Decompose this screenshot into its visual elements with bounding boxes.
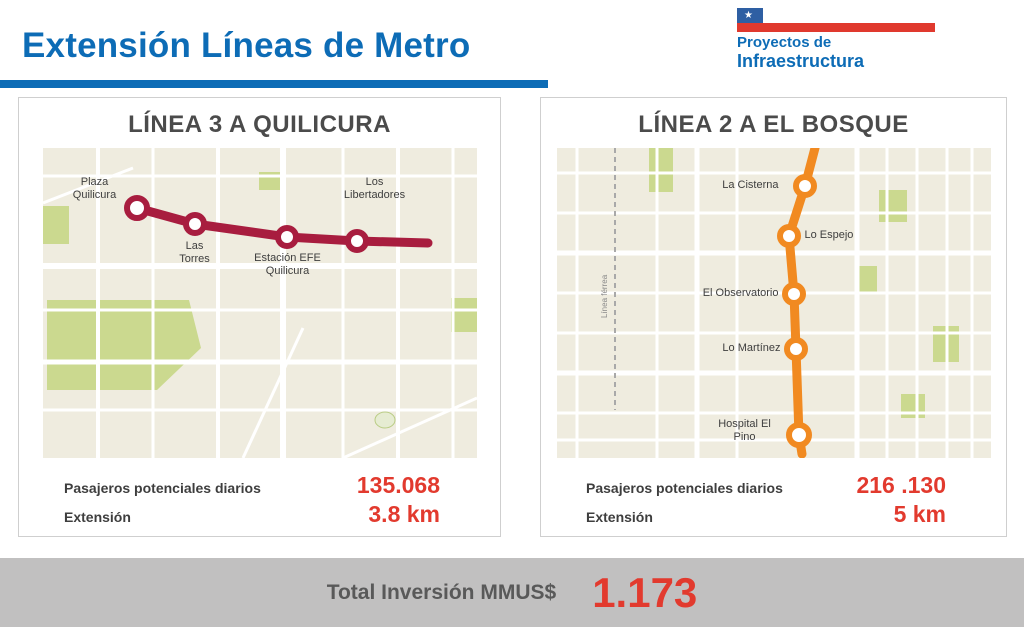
extension-value: 5 km	[893, 501, 946, 527]
street-grid	[42, 148, 477, 458]
station-marker	[344, 229, 369, 253]
extension-label: Extensión	[64, 509, 131, 525]
panel-linea3-title: LÍNEA 3 A QUILICURA	[128, 111, 391, 138]
station-markers-line2	[776, 174, 817, 448]
extension-label: Extensión	[586, 509, 653, 525]
total-investment-label: Total Inversión MMUS$	[326, 580, 557, 604]
passengers-value: 135.068	[356, 472, 440, 498]
station-label: Hospital El Pino	[718, 418, 771, 443]
brand-line1: Proyectos de	[737, 34, 832, 51]
station-label: Las Torres	[179, 240, 210, 265]
station-label: Estación EFE Quilicura	[254, 252, 321, 277]
station-marker	[792, 174, 817, 198]
station-marker	[123, 195, 150, 221]
station-marker	[785, 422, 812, 448]
map-linea3-svg	[42, 148, 477, 458]
passengers-label: Pasajeros potenciales diarios	[586, 480, 783, 496]
total-investment-value: 1.173	[592, 568, 698, 616]
station-marker	[781, 282, 806, 306]
station-label: Plaza Quilicura	[72, 176, 117, 201]
pond	[374, 411, 395, 429]
flag-white-field	[763, 8, 935, 23]
park-areas	[42, 172, 477, 390]
brand-line2: Infraestructura	[737, 50, 865, 71]
brand-text: Proyectos de Infraestructura	[737, 34, 935, 71]
stat-row-extension: Extensión 3.8 km	[64, 501, 440, 528]
stats-linea2: Pasajeros potenciales diarios 216 .130 E…	[541, 470, 1006, 528]
map-linea2: Línea férrea La Cisterna Lo Espejo El Ob…	[556, 148, 991, 458]
page-title: Extensión Líneas de Metro	[22, 26, 471, 65]
stat-row-passengers: Pasajeros potenciales diarios 216 .130	[586, 472, 946, 499]
panel-linea3: LÍNEA 3 A QUILICURA	[18, 97, 501, 537]
title-underline	[0, 80, 548, 88]
stat-row-passengers: Pasajeros potenciales diarios 135.068	[64, 472, 440, 499]
passengers-value: 216 .130	[856, 472, 946, 498]
station-label: El Observatorio	[702, 287, 779, 299]
map-linea3: Plaza Quilicura Las Torres Estación EFE …	[42, 148, 477, 458]
station-label: Los Libertadores	[343, 176, 406, 201]
station-label: Lo Espejo	[804, 229, 854, 241]
chile-flag-icon: ★	[737, 8, 935, 32]
station-marker	[274, 225, 299, 249]
flag-star-icon: ★	[744, 10, 753, 21]
station-marker	[776, 224, 801, 248]
panel-linea2: LÍNEA 2 A EL BOSQUE	[540, 97, 1007, 537]
station-label: La Cisterna	[722, 179, 779, 191]
station-label: Lo Martínez	[722, 342, 781, 354]
panel-linea2-title: LÍNEA 2 A EL BOSQUE	[638, 111, 909, 138]
station-markers-line3	[123, 195, 369, 253]
station-marker	[182, 212, 207, 236]
station-marker	[783, 337, 808, 361]
railway-label: Línea férrea	[600, 274, 609, 318]
flag-blue-field: ★	[737, 8, 763, 23]
stat-row-extension: Extensión 5 km	[586, 501, 946, 528]
stats-linea3: Pasajeros potenciales diarios 135.068 Ex…	[19, 470, 500, 528]
map-linea2-svg: Línea férrea	[556, 148, 991, 458]
brand-logo: ★ Proyectos de Infraestructura	[737, 8, 935, 71]
passengers-label: Pasajeros potenciales diarios	[64, 480, 261, 496]
street-grid	[556, 148, 991, 458]
total-investment-bar: Total Inversión MMUS$ 1.173	[0, 558, 1024, 627]
flag-red-stripe	[737, 23, 935, 32]
extension-value: 3.8 km	[368, 501, 440, 527]
